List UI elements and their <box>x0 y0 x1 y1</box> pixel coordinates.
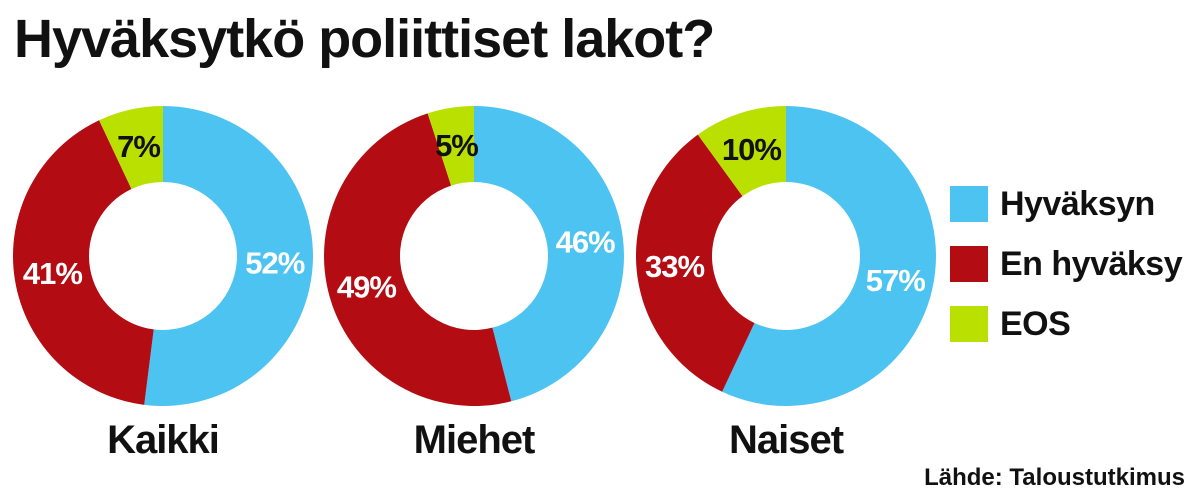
source-note: Lähde: Taloustutkimus <box>924 464 1185 491</box>
slice-label-kaikki-eos: 7% <box>117 129 160 164</box>
legend-label-en-hyvaksy: En hyväksy <box>1000 244 1183 283</box>
chart-title: Hyväksytkö poliittiset lakot? <box>14 9 715 69</box>
legend-label-eos: EOS <box>1000 304 1071 343</box>
donut-label-kaikki: Kaikki <box>107 418 219 462</box>
donut-label-naiset: Naiset <box>729 418 844 462</box>
slice-label-naiset-en-hyvaksy: 33% <box>645 249 704 284</box>
slice-kaikki-en-hyvaksy <box>12 120 154 405</box>
slice-label-miehet-eos: 5% <box>435 128 478 163</box>
legend: Hyväksyn En hyväksy EOS <box>950 174 1183 354</box>
slice-kaikki-eos <box>99 106 163 190</box>
donut-kaikki: 52% 41% 7% Kaikki <box>12 106 313 462</box>
slice-label-miehet-en-hyvaksy: 49% <box>337 270 396 305</box>
legend-swatch-hyvaksyn <box>950 186 988 222</box>
legend-swatch-eos <box>950 306 988 342</box>
slice-miehet-hyvaksyn <box>474 106 624 402</box>
slice-naiset-hyvaksyn <box>722 106 936 406</box>
donut-miehet: 46% 49% 5% Miehet <box>324 106 624 462</box>
legend-item-en-hyvaksy: En hyväksy <box>950 234 1183 294</box>
slice-label-miehet-hyvaksyn: 46% <box>556 224 615 259</box>
legend-label-hyvaksyn: Hyväksyn <box>1000 184 1155 223</box>
slice-label-kaikki-en-hyvaksy: 41% <box>23 256 82 291</box>
slice-label-naiset-hyvaksyn: 57% <box>866 263 925 298</box>
slice-miehet-eos <box>427 106 474 186</box>
donut-label-miehet: Miehet <box>414 418 535 462</box>
legend-item-hyvaksyn: Hyväksyn <box>950 174 1182 234</box>
legend-item-eos: EOS <box>950 294 1182 354</box>
slice-naiset-en-hyvaksy <box>636 134 755 392</box>
slice-miehet-en-hyvaksy <box>324 113 512 406</box>
donut-naiset: 57% 33% 10% Naiset <box>636 106 936 462</box>
slice-label-naiset-eos: 10% <box>722 132 781 167</box>
slice-naiset-eos <box>697 106 786 197</box>
slice-kaikki-hyvaksyn <box>144 106 313 406</box>
slice-label-kaikki-hyvaksyn: 52% <box>245 246 304 281</box>
legend-swatch-en-hyvaksy <box>950 246 988 282</box>
